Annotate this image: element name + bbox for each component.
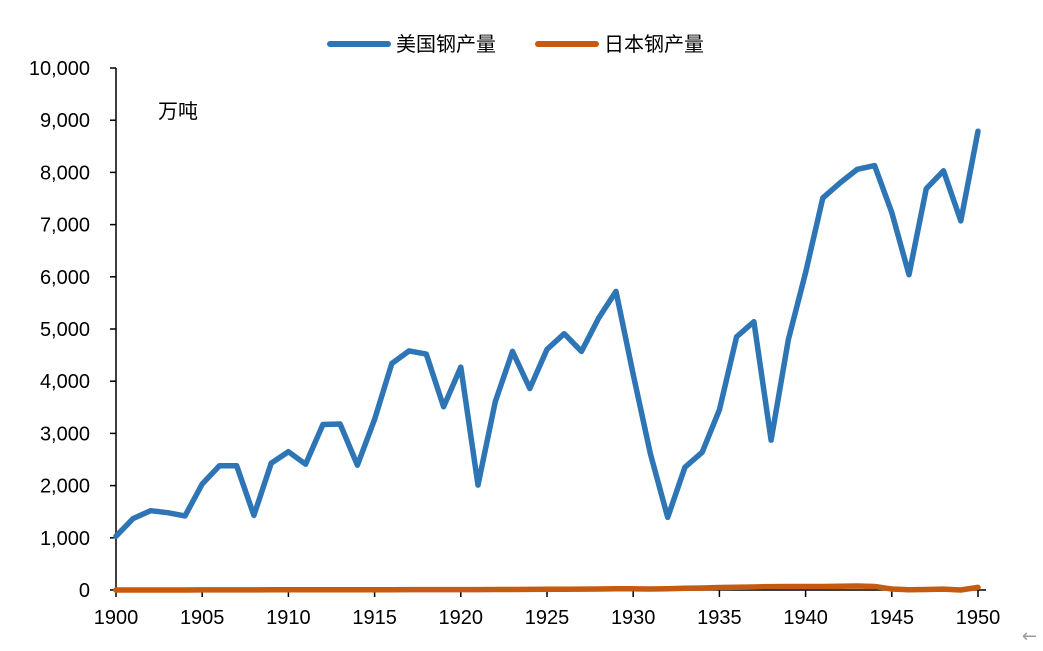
unit-label: 万吨 bbox=[158, 99, 198, 123]
y-tick-label: 9,000 bbox=[40, 110, 90, 132]
x-tick-label: 1925 bbox=[525, 607, 570, 629]
y-axis: 0 1,000 2,000 3,000 4,000 5,000 6,000 7,000 8,00… bbox=[29, 58, 117, 602]
x-tick-label: 1940 bbox=[783, 607, 828, 629]
series-layer bbox=[113, 128, 981, 593]
y-tick-label: 2,000 bbox=[40, 476, 90, 498]
x-axis: 1900 1905 1910 1915 1920 1925 1930 1935 1940 1945… bbox=[94, 589, 1001, 629]
y-tick-label: 4,000 bbox=[40, 371, 90, 393]
y-tick-label: 7,000 bbox=[40, 215, 90, 237]
y-tick-label: 10,000 bbox=[29, 58, 90, 80]
series-line-jp bbox=[113, 583, 981, 593]
x-tick-label: 1920 bbox=[439, 607, 484, 629]
series-line-us bbox=[113, 128, 981, 539]
y-tick-label: 8,000 bbox=[40, 162, 90, 184]
x-tick-label: 1910 bbox=[266, 607, 311, 629]
y-tick-label: 5,000 bbox=[40, 319, 90, 341]
x-tick-label: 1900 bbox=[94, 607, 139, 629]
x-tick-label: 1935 bbox=[697, 607, 742, 629]
legend-label-us: 美国钢产量 bbox=[396, 32, 496, 56]
legend: 美国钢产量 日本钢产量 bbox=[327, 32, 704, 56]
y-tick-label: 0 bbox=[79, 580, 90, 602]
x-tick-label: 1905 bbox=[180, 607, 225, 629]
y-tick-label: 1,000 bbox=[40, 528, 90, 550]
y-tick-label: 6,000 bbox=[40, 267, 90, 289]
legend-label-jp: 日本钢产量 bbox=[604, 32, 704, 56]
x-tick-label: 1950 bbox=[956, 607, 1001, 629]
x-tick-label: 1945 bbox=[870, 607, 915, 629]
back-arrow-icon[interactable]: ← bbox=[1021, 626, 1037, 647]
y-tick-label: 3,000 bbox=[40, 423, 90, 445]
x-tick-label: 1930 bbox=[611, 607, 656, 629]
x-tick-label: 1915 bbox=[352, 607, 397, 629]
